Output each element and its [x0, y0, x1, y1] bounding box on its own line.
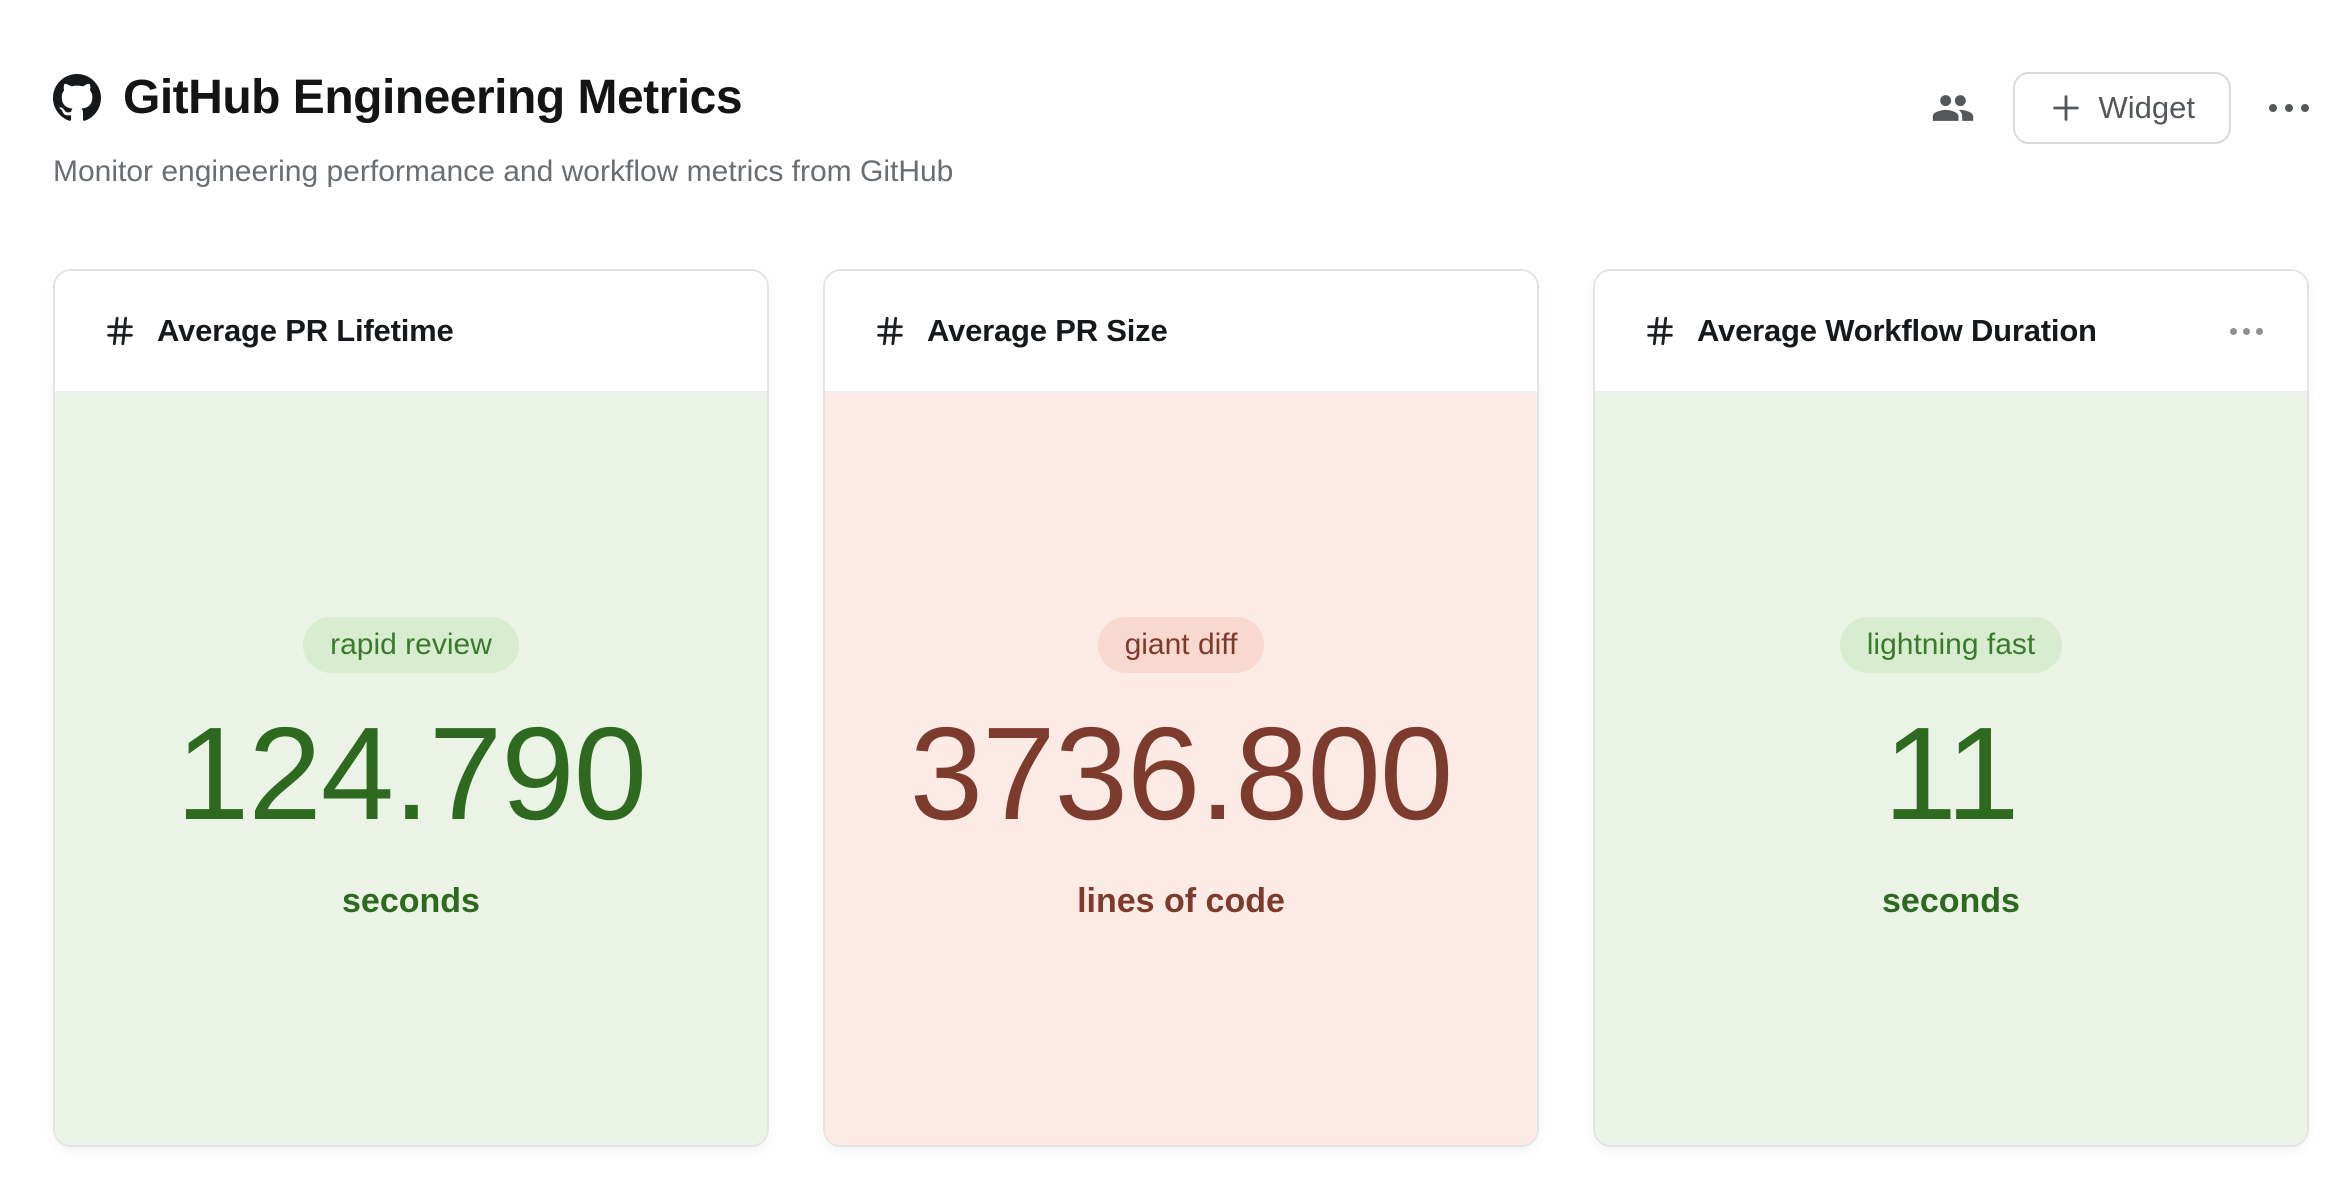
dot	[2256, 327, 2263, 335]
card-body: giant diff 3736.800 lines of code	[825, 393, 1537, 1145]
page-ellipsis-icon[interactable]	[2269, 104, 2309, 112]
card-header: Average PR Lifetime	[55, 271, 767, 393]
metric-value: 3736.800	[909, 700, 1454, 848]
status-badge: rapid review	[303, 617, 519, 674]
metric-unit: lines of code	[1077, 881, 1285, 920]
people-icon[interactable]	[1931, 86, 1975, 130]
metric-value: 124.790	[175, 700, 647, 848]
cards-row: Average PR Lifetime rapid review 124.790…	[53, 269, 2309, 1147]
card-header-left: Average PR Lifetime	[103, 313, 454, 349]
page-subtitle: Monitor engineering performance and work…	[53, 155, 954, 188]
card-menu-ellipsis-icon[interactable]	[2230, 327, 2263, 335]
card-header-left: Average Workflow Duration	[1643, 313, 2097, 349]
plus-icon	[2049, 91, 2083, 125]
add-widget-button-label: Widget	[2098, 90, 2195, 125]
dot	[2243, 327, 2250, 335]
hash-icon	[103, 314, 137, 348]
metric-value: 11	[1883, 700, 2019, 848]
hash-icon	[1643, 314, 1677, 348]
status-badge: lightning fast	[1839, 617, 2063, 674]
github-logo-icon	[53, 73, 101, 122]
dot	[2285, 104, 2293, 112]
page-title: GitHub Engineering Metrics	[123, 71, 743, 124]
dot	[2269, 104, 2277, 112]
header-title-block: GitHub Engineering Metrics Monitor engin…	[53, 70, 953, 189]
metric-card-average-pr-size: Average PR Size giant diff 3736.800 line…	[823, 269, 1539, 1147]
metric-card-average-pr-lifetime: Average PR Lifetime rapid review 124.790…	[53, 269, 769, 1147]
header-actions: Widget	[1931, 72, 2309, 144]
dashboard-header: GitHub Engineering Metrics Monitor engin…	[53, 70, 2309, 189]
card-body: lightning fast 11 seconds	[1595, 393, 2307, 1145]
card-header: Average PR Size	[825, 271, 1537, 393]
hash-icon	[873, 314, 907, 348]
metric-card-average-workflow-duration: Average Workflow Duration lightning fast…	[1593, 269, 2309, 1147]
dot	[2230, 327, 2237, 335]
card-title: Average Workflow Duration	[1697, 313, 2097, 348]
add-widget-button[interactable]: Widget	[2012, 72, 2231, 144]
card-header: Average Workflow Duration	[1595, 271, 2307, 393]
card-title: Average PR Size	[927, 313, 1168, 348]
metric-unit: seconds	[1882, 881, 2020, 920]
dot	[2301, 104, 2309, 112]
card-header-left: Average PR Size	[873, 313, 1168, 349]
card-title: Average PR Lifetime	[157, 313, 454, 348]
card-body: rapid review 124.790 seconds	[55, 393, 767, 1145]
title-group: GitHub Engineering Metrics	[53, 70, 953, 125]
status-badge: giant diff	[1097, 617, 1265, 674]
metric-unit: seconds	[342, 881, 480, 920]
